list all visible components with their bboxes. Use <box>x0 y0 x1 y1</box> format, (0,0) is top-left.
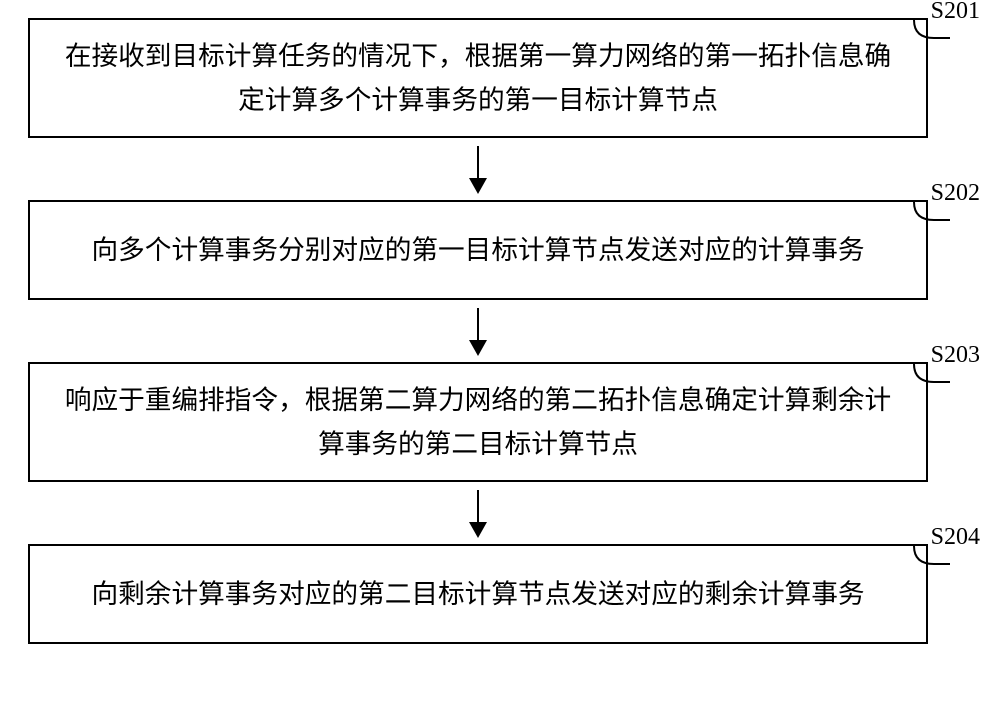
arrow <box>28 482 928 544</box>
arrow <box>28 300 928 362</box>
step-box: 向剩余计算事务对应的第二目标计算节点发送对应的剩余计算事务 <box>28 544 928 644</box>
step-s203: S203 响应于重编排指令，根据第二算力网络的第二拓扑信息确定计算剩余计算事务的… <box>28 362 972 482</box>
step-box: 响应于重编排指令，根据第二算力网络的第二拓扑信息确定计算剩余计算事务的第二目标计… <box>28 362 928 482</box>
arrow <box>28 138 928 200</box>
step-box: 在接收到目标计算任务的情况下，根据第一算力网络的第一拓扑信息确定计算多个计算事务… <box>28 18 928 138</box>
flowchart-container: S201 在接收到目标计算任务的情况下，根据第一算力网络的第一拓扑信息确定计算多… <box>28 18 972 644</box>
step-label: S202 <box>931 180 980 207</box>
step-label: S203 <box>931 342 980 369</box>
step-s202: S202 向多个计算事务分别对应的第一目标计算节点发送对应的计算事务 <box>28 200 972 300</box>
step-box: 向多个计算事务分别对应的第一目标计算节点发送对应的计算事务 <box>28 200 928 300</box>
step-label: S201 <box>931 0 980 25</box>
step-s201: S201 在接收到目标计算任务的情况下，根据第一算力网络的第一拓扑信息确定计算多… <box>28 18 972 138</box>
step-s204: S204 向剩余计算事务对应的第二目标计算节点发送对应的剩余计算事务 <box>28 544 972 644</box>
step-text: 响应于重编排指令，根据第二算力网络的第二拓扑信息确定计算剩余计算事务的第二目标计… <box>64 378 892 466</box>
step-text: 向多个计算事务分别对应的第一目标计算节点发送对应的计算事务 <box>91 228 864 272</box>
step-text: 在接收到目标计算任务的情况下，根据第一算力网络的第一拓扑信息确定计算多个计算事务… <box>64 34 892 122</box>
step-label: S204 <box>931 524 980 551</box>
step-text: 向剩余计算事务对应的第二目标计算节点发送对应的剩余计算事务 <box>91 572 864 616</box>
